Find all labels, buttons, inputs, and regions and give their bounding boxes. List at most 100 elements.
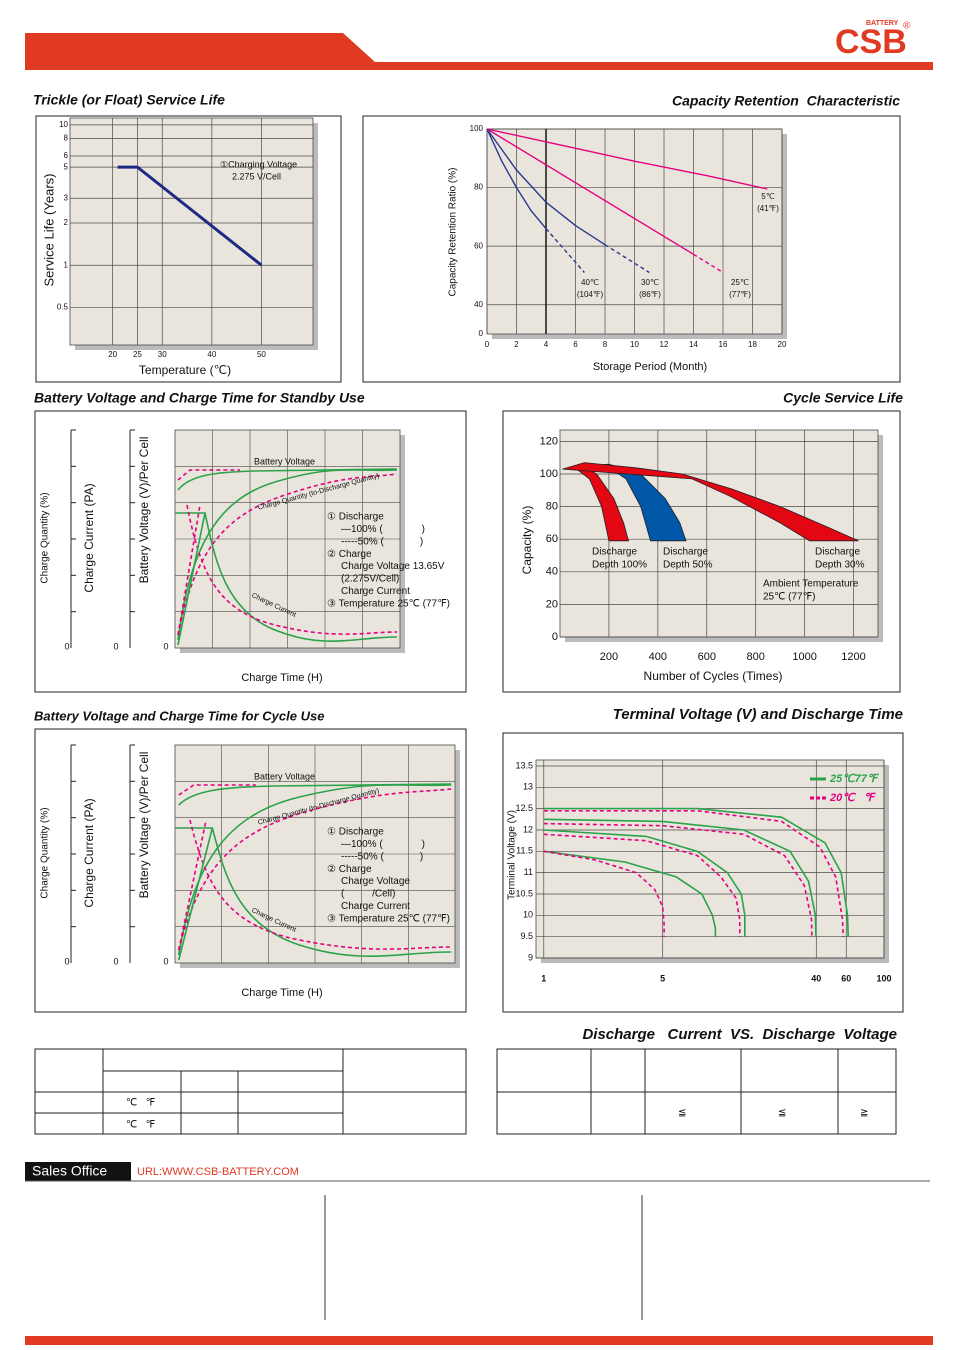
origin-label: 0: [113, 956, 118, 966]
series-label: Discharge: [663, 547, 708, 558]
series-label: Discharge: [815, 547, 860, 558]
header-bar: [25, 33, 933, 70]
unit: ℃ ℉: [126, 1098, 155, 1109]
annotation: ①Charging Voltage: [220, 159, 297, 169]
section-title: Discharge Current VS. Discharge Voltage: [582, 1026, 897, 1043]
y-tick-label: 40: [474, 300, 483, 309]
legend-line: ① Discharge: [327, 827, 384, 838]
x-tick-label: 6: [573, 340, 578, 349]
axis-label: Number of Cycles (Times): [644, 669, 783, 683]
x-tick-label: 14: [689, 340, 698, 349]
series-line: [543, 850, 665, 937]
series-line: [693, 253, 724, 274]
y-tick-label: 12.5: [515, 803, 533, 813]
y-tick-label: 60: [474, 241, 483, 250]
section-title: Terminal Voltage (V) and Discharge Time: [613, 706, 903, 723]
series-line: [486, 128, 694, 255]
registered: ®: [903, 21, 911, 32]
series-line: [486, 128, 606, 246]
legend-line: ( /Cell): [341, 889, 395, 900]
series-label: (41℉): [757, 204, 779, 213]
panel: [35, 115, 342, 383]
axis-label: Charge Current (PA): [82, 798, 96, 907]
y-tick-label: 80: [474, 183, 483, 192]
annotation: 2.275 V/Cell: [232, 171, 281, 181]
axis-label: Charge Time (H): [241, 672, 322, 684]
x-tick-label: 600: [698, 651, 716, 663]
curve: [187, 505, 397, 634]
series-label: (77℉): [729, 290, 751, 299]
panel: [502, 410, 901, 693]
x-tick-label: 1200: [841, 651, 865, 663]
annotation: Ambient Temperature: [763, 579, 859, 590]
sales-label: Sales Office: [32, 1163, 107, 1179]
y-tick-label: 100: [540, 468, 558, 480]
series-line: [545, 228, 585, 273]
series-line: [543, 807, 849, 937]
series-line: [486, 128, 547, 230]
series-line: [117, 165, 263, 267]
y-tick-label: 100: [470, 124, 484, 133]
curve: [178, 474, 397, 635]
curve: [175, 828, 451, 956]
axis-label: Capacity Retention Ratio (%): [448, 168, 459, 297]
curve: [179, 784, 452, 805]
panel: [34, 728, 467, 1013]
curves: [175, 469, 397, 645]
curve-label: Battery Voltage: [254, 456, 315, 466]
x-tick-label: 25: [133, 350, 142, 359]
curve: [190, 820, 451, 949]
curve: [178, 513, 205, 645]
series-label: 25℃: [731, 278, 749, 287]
x-tick-label: 400: [649, 651, 667, 663]
series-label: Depth 100%: [592, 560, 647, 571]
unit: ℃ ℉: [126, 1120, 155, 1131]
curve: [179, 789, 452, 950]
annotation: 25℃ (77℉): [763, 592, 815, 603]
sales-tag: [25, 1162, 131, 1181]
x-tick-label: 10: [630, 340, 639, 349]
y-tick-label: 0: [552, 631, 558, 643]
symbol: ≧: [860, 1108, 868, 1119]
x-tick-label: 50: [257, 350, 266, 359]
url: URL:WWW.CSB-BATTERY.COM: [137, 1166, 299, 1178]
series-line: [604, 244, 650, 274]
curve: [179, 785, 256, 795]
legend-line: —100% ( ): [341, 524, 425, 535]
x-tick-label: 16: [719, 340, 728, 349]
y-tick-label: 6: [64, 151, 69, 160]
curve: [179, 820, 206, 950]
legend-line: ② Charge: [327, 864, 372, 875]
axis-break-label: 0: [479, 329, 484, 338]
series-line: [543, 829, 746, 937]
axis-label: Terminal Voltage (V): [507, 810, 518, 900]
y-tick-label: 80: [546, 501, 558, 513]
x-tick-label: 20: [108, 350, 117, 359]
section-title: Trickle (or Float) Service Life: [33, 92, 225, 108]
y-tick-label: 13.5: [515, 760, 533, 770]
x-tick-label: 0: [485, 340, 490, 349]
axis-label: Charge Time (H): [241, 987, 322, 999]
legend-line: —100% ( ): [341, 839, 425, 850]
axis-label: Charge Quantity (%): [40, 492, 51, 583]
series-label: 30℃: [641, 278, 659, 287]
axis-label: Battery Voltage (V)/Per Cell: [137, 752, 151, 899]
y-tick-label: 0.5: [57, 303, 69, 312]
symbol: ≦: [678, 1108, 686, 1119]
series-line: [486, 128, 768, 190]
footer-bar: [25, 1336, 933, 1345]
curve: [175, 513, 397, 641]
y-tick-label: 120: [540, 435, 558, 447]
y-tick-label: 1: [64, 260, 69, 269]
discharge-table: ≦ ≦ ≧: [496, 1048, 897, 1135]
y-tick-label: 11: [524, 867, 533, 877]
legend-line: Charge Voltage 13.65V: [341, 561, 445, 572]
section-title: Capacity Retention Characteristic: [672, 93, 900, 109]
y-tick-label: 40: [546, 566, 558, 578]
x-tick-label: 1000: [792, 651, 816, 663]
legend-line: -----50% ( ): [341, 536, 423, 547]
curve: [179, 785, 452, 955]
temp-table: ℃ ℉ ℃ ℉: [34, 1048, 467, 1135]
x-tick-label: 40: [811, 973, 821, 983]
